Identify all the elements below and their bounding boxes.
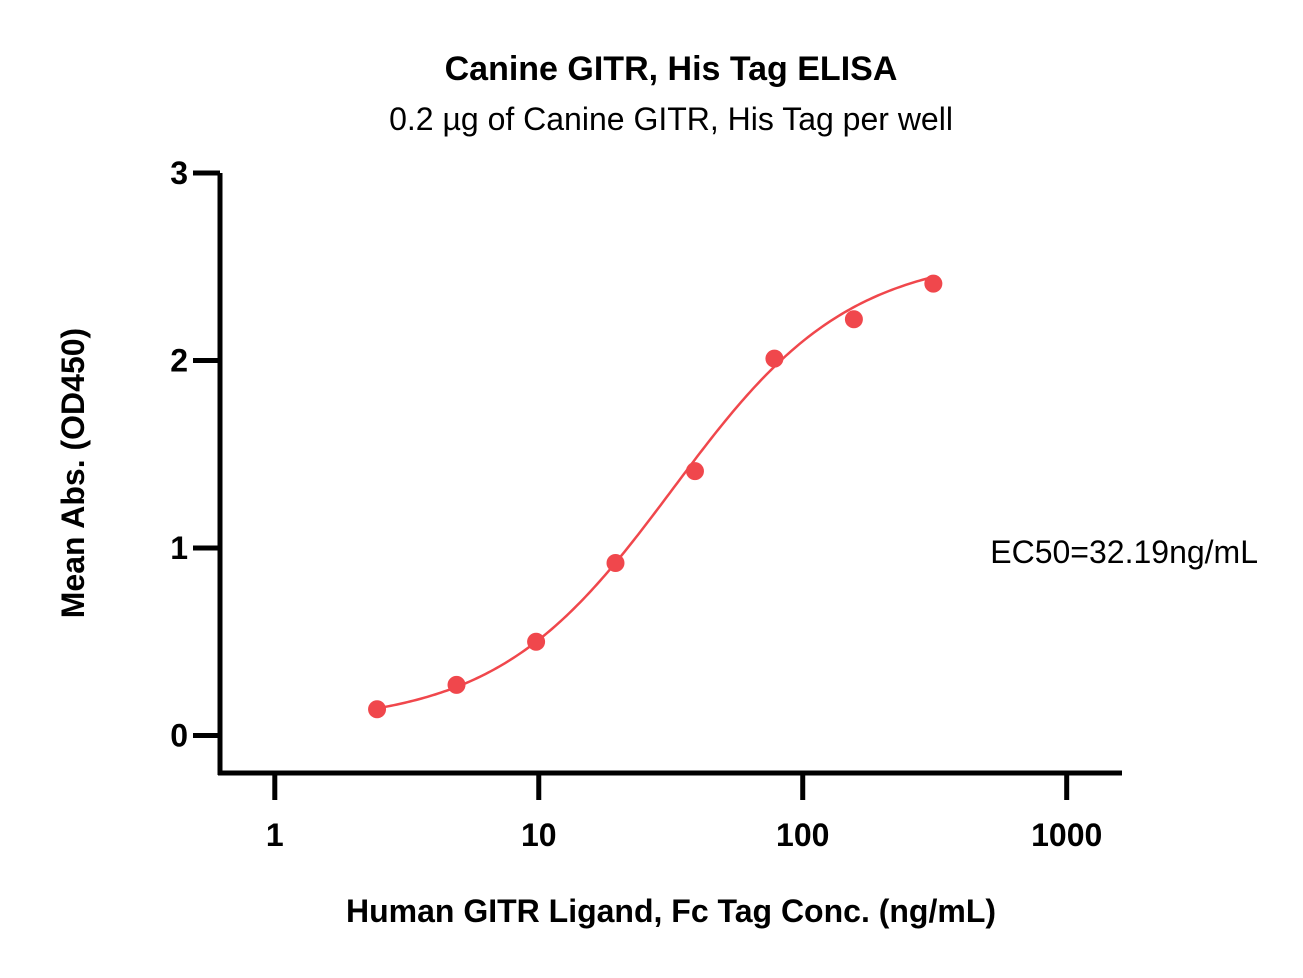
y-tick-label-1: 1 — [170, 530, 188, 566]
x-tick-label-1000: 1000 — [1031, 817, 1102, 853]
data-point-6 — [844, 310, 863, 329]
chart-title: Canine GITR, His Tag ELISA — [445, 50, 898, 88]
ec50-annotation: EC50=32.19ng/mL — [990, 534, 1258, 570]
x-tick-label-1: 1 — [266, 817, 284, 853]
x-tick-label-100: 100 — [776, 817, 829, 853]
y-tick-label-3: 3 — [170, 155, 188, 191]
x-axis-label: Human GITR Ligand, Fc Tag Conc. (ng/mL) — [346, 893, 996, 929]
data-point-2 — [527, 632, 546, 651]
y-tick-label-0: 0 — [170, 718, 188, 754]
y-axis-label: Mean Abs. (OD450) — [55, 328, 91, 618]
data-point-1 — [447, 675, 466, 694]
y-tick-label-2: 2 — [170, 343, 188, 379]
data-point-3 — [606, 554, 625, 572]
data-point-4 — [685, 462, 704, 481]
fit-curve-layer — [376, 275, 934, 710]
x-tick-label-10: 10 — [521, 817, 557, 853]
data-points-layer — [368, 274, 943, 719]
axes: 0 1 2 3 1 10 100 1000 — [170, 155, 1122, 853]
data-point-0 — [368, 700, 387, 719]
chart-subtitle: 0.2 µg of Canine GITR, His Tag per well — [389, 101, 953, 137]
fit-curve — [376, 275, 934, 710]
data-point-7 — [924, 274, 943, 293]
data-point-5 — [765, 349, 784, 368]
